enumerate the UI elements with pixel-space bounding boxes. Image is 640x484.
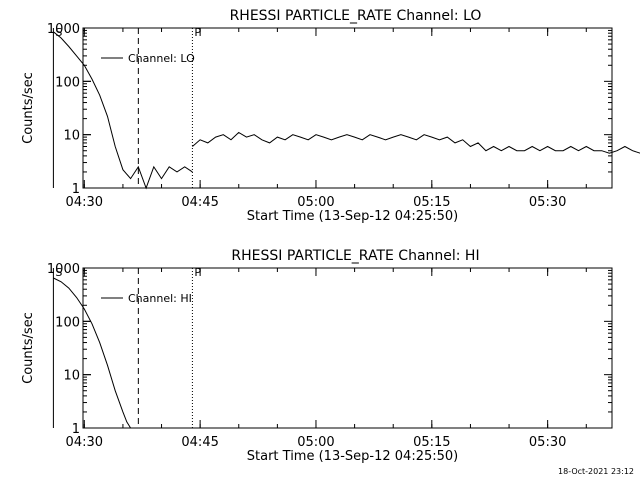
x-tick-label: 05:15 (413, 435, 450, 450)
y-tick-label: 1 (72, 182, 80, 197)
y-axis-label: Counts/sec (21, 312, 36, 384)
event-marker-label: P (194, 266, 201, 279)
x-tick-label: 04:30 (66, 195, 103, 210)
panel-lo: RHESSI PARTICLE_RATE Channel: LO 1 10 100 10… (21, 8, 640, 224)
y-axis-label: Counts/sec (21, 72, 36, 144)
series-line-0 (53, 31, 193, 190)
chart-title: RHESSI PARTICLE_RATE Channel: LO (230, 8, 482, 24)
y-tick-label: 10 (63, 129, 80, 144)
x-tick-label: 05:30 (529, 435, 566, 450)
timestamp: 18-Oct-2021 23:12 (558, 467, 634, 476)
x-tick-label: 04:45 (181, 435, 218, 450)
chart-title: RHESSI PARTICLE_RATE Channel: HI (231, 248, 479, 264)
x-tick-label: 05:00 (297, 435, 334, 450)
event-marker-label: S (55, 26, 62, 39)
x-axis-label: Start Time (13-Sep-12 04:25:50) (247, 209, 458, 224)
x-tick-label: 05:15 (413, 195, 450, 210)
series-line-1 (192, 131, 640, 154)
y-tick-label: 1000 (47, 22, 80, 37)
plot-frame (82, 267, 613, 429)
event-marker-label: P (194, 26, 201, 39)
legend-label: Channel: LO (128, 52, 195, 65)
x-tick-label: 04:30 (66, 435, 103, 450)
panel-hi: RHESSI PARTICLE_RATE Channel: HI 1 10 100 10… (21, 248, 613, 464)
x-tick-label: 05:00 (297, 195, 334, 210)
y-tick-label: 1 (72, 422, 80, 437)
series-line-0 (53, 277, 132, 429)
event-marker-label: S (55, 266, 62, 279)
plot-frame (82, 27, 613, 189)
y-tick-label: 100 (55, 315, 80, 330)
legend-label: Channel: HI (128, 292, 192, 305)
x-tick-label: 05:30 (529, 195, 566, 210)
x-tick-label: 04:45 (181, 195, 218, 210)
y-tick-label: 1000 (47, 262, 80, 277)
y-tick-label: 100 (55, 75, 80, 90)
y-tick-label: 10 (63, 369, 80, 384)
x-axis-label: Start Time (13-Sep-12 04:25:50) (247, 449, 458, 464)
